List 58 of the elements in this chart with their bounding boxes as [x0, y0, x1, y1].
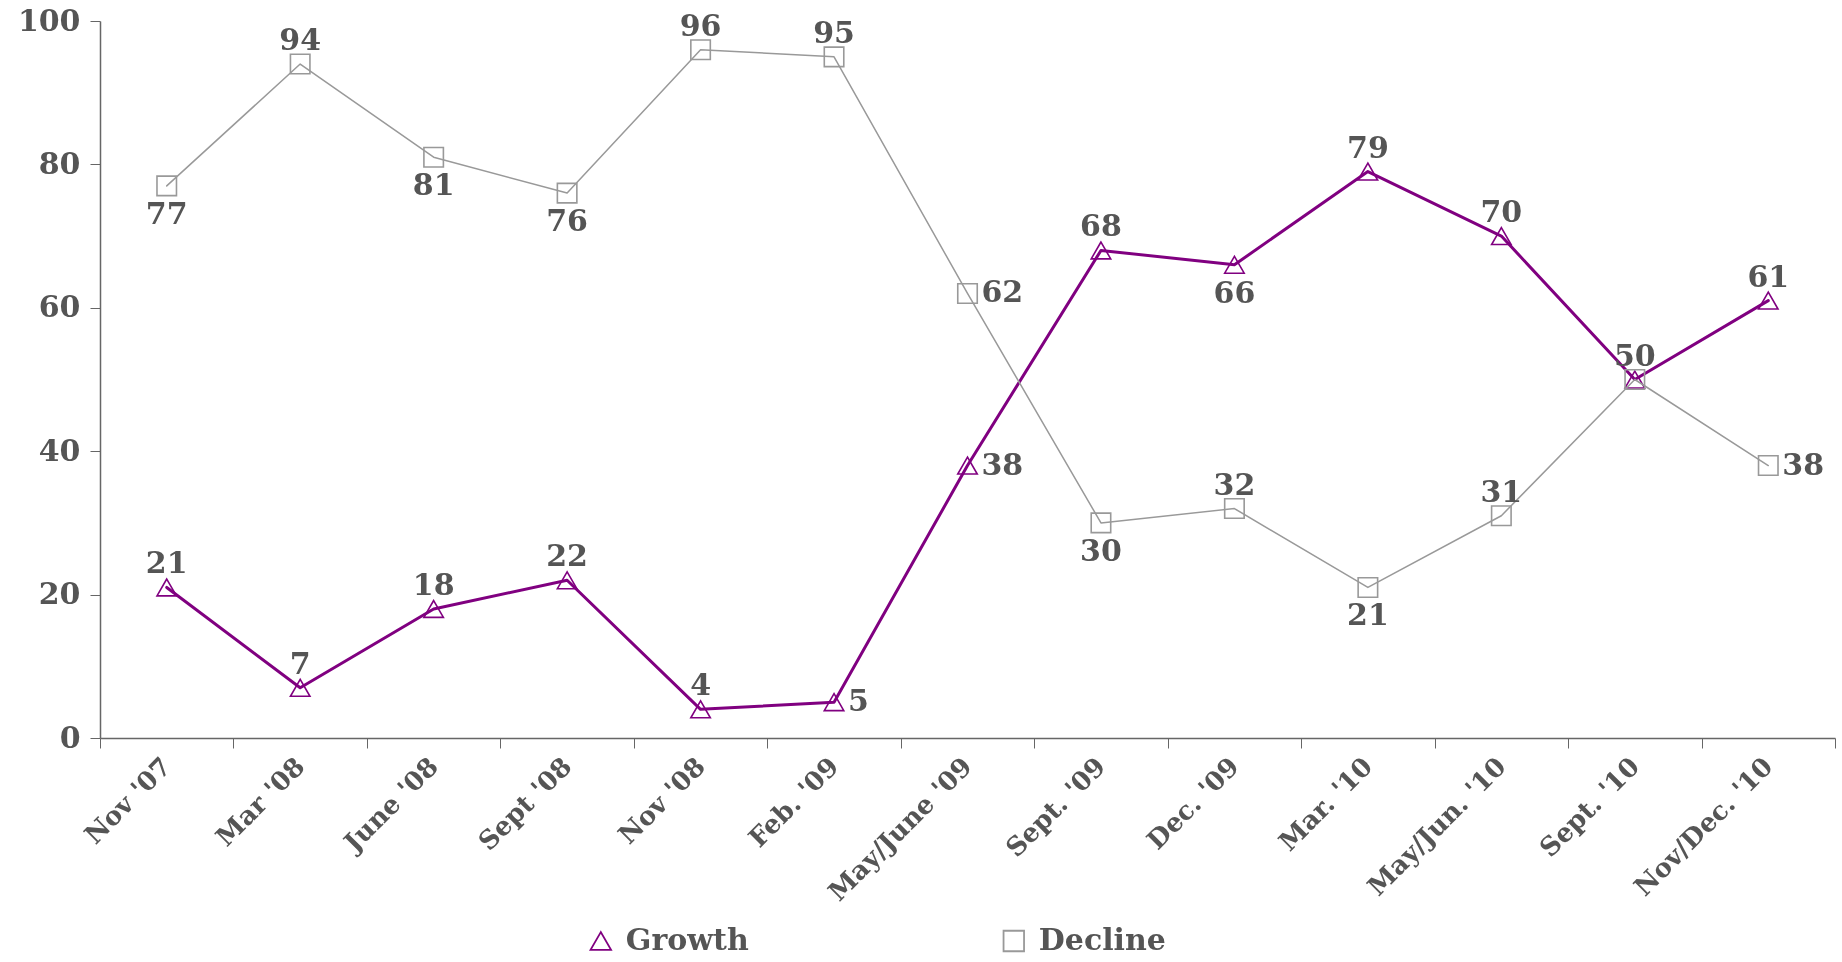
- data-label: 7: [289, 645, 311, 681]
- data-label: 38: [981, 446, 1024, 482]
- data-label: 61: [1747, 258, 1790, 294]
- point: [690, 700, 712, 719]
- data-label: 66: [1213, 274, 1256, 310]
- data-label: 21: [1347, 597, 1389, 633]
- data-label: 18: [412, 566, 455, 602]
- point: [556, 571, 578, 590]
- point: [690, 39, 712, 61]
- data-label: 70: [1480, 194, 1523, 230]
- data-label: 21: [145, 545, 188, 581]
- data-label: 5: [848, 683, 869, 719]
- point: [289, 678, 311, 698]
- point: [823, 46, 845, 68]
- point: [823, 692, 845, 712]
- data-label: 77: [145, 195, 188, 231]
- data-label: 32: [1213, 466, 1256, 502]
- point: [156, 175, 178, 197]
- data-label: 62: [981, 274, 1024, 310]
- point: [156, 578, 178, 597]
- data-label: 68: [1080, 208, 1122, 244]
- point: [1223, 255, 1245, 275]
- point: [1757, 291, 1779, 310]
- y-tick-label: 80: [38, 145, 81, 181]
- y-tick-label: 100: [17, 2, 81, 38]
- data-label: 79: [1347, 129, 1389, 165]
- point: [1357, 576, 1379, 598]
- y-tick-label: 0: [59, 719, 81, 755]
- point: [289, 53, 311, 75]
- data-label: 94: [279, 22, 322, 58]
- point: [956, 456, 979, 475]
- y-tick-label: 60: [38, 289, 81, 325]
- point: [556, 182, 578, 204]
- point: [1090, 512, 1112, 534]
- point: [1223, 498, 1245, 520]
- data-label: 76: [546, 203, 588, 239]
- data-label: 95: [813, 14, 855, 50]
- point: [1490, 505, 1512, 527]
- data-label: 22: [546, 538, 588, 574]
- data-label: 30: [1080, 532, 1122, 568]
- point: [1090, 241, 1112, 260]
- legend-label: Decline: [1038, 922, 1166, 957]
- point: [1490, 226, 1512, 246]
- point: [1357, 162, 1379, 181]
- point: [1757, 454, 1779, 477]
- point: [423, 146, 445, 168]
- data-label: 96: [679, 7, 722, 43]
- point: [956, 282, 979, 305]
- data-label: 31: [1480, 473, 1523, 509]
- data-label: 81: [412, 167, 455, 203]
- data-label: 38: [1782, 446, 1825, 482]
- y-tick-label: 40: [38, 432, 81, 468]
- y-tick-label: 20: [38, 576, 81, 612]
- x-tick-label: Feb. '09: [742, 751, 845, 854]
- data-label: 50: [1613, 337, 1656, 373]
- point: [423, 599, 445, 619]
- data-label: 4: [690, 667, 712, 703]
- legend-label: Growth: [625, 922, 749, 957]
